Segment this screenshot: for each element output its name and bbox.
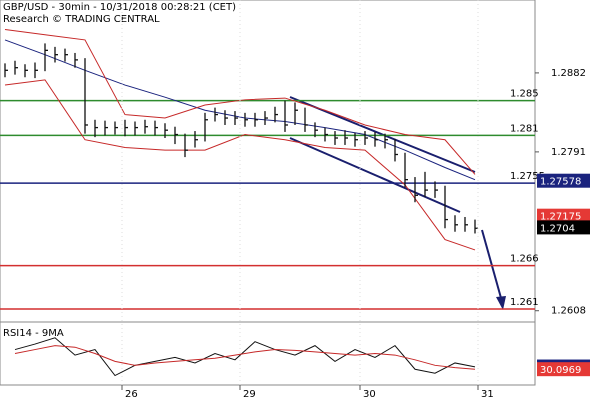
price-tag-label: 30.0969 <box>540 365 581 376</box>
rsi-title: RSI14 - 9MA <box>3 328 64 339</box>
price-tag-label: 1.2704 <box>540 223 575 234</box>
level-label: 1.285 <box>510 89 539 100</box>
price-tag: 1.2704 <box>537 220 590 235</box>
x-tick-label: 29 <box>243 389 256 400</box>
price-frame <box>0 0 536 323</box>
arrow-head <box>496 296 506 310</box>
rsi-line <box>14 345 476 370</box>
level-label: 1.281 <box>510 123 539 134</box>
channel-upper <box>289 96 476 173</box>
overlay-line <box>4 29 476 175</box>
rsi-line <box>14 337 476 377</box>
level-label: 1.2755 <box>510 171 545 182</box>
price-tag: 1.27578 <box>537 173 590 188</box>
forecast-arrow <box>481 229 502 299</box>
channel-lower <box>289 137 461 213</box>
price-tag-box <box>537 208 590 223</box>
y-tick-label: 1.2791 <box>551 147 586 158</box>
price-tag-label: 1.27578 <box>540 177 581 188</box>
chart-title: GBP/USD - 30min - 10/31/2018 00:28:21 (C… <box>3 2 236 13</box>
x-tick-label: 31 <box>481 389 494 400</box>
y-tick-label: 1.2882 <box>551 68 586 79</box>
chart-subtitle: Research © TRADING CENTRAL <box>3 14 160 25</box>
price-tag-box <box>537 173 590 188</box>
price-tag-box <box>537 362 590 377</box>
price-tag-label: 1.27175 <box>540 212 581 223</box>
level-label: 1.266 <box>510 254 539 265</box>
rsi-frame <box>0 321 536 386</box>
price-tag: 30.0969 <box>537 362 590 377</box>
price-tag: 1.27175 <box>537 208 590 223</box>
x-tick-label: 26 <box>125 389 138 400</box>
y-tick-label: 1.2608 <box>551 306 586 317</box>
price-tag-box <box>537 220 590 235</box>
level-label: 1.261 <box>510 297 539 308</box>
x-tick-label: 30 <box>363 389 376 400</box>
